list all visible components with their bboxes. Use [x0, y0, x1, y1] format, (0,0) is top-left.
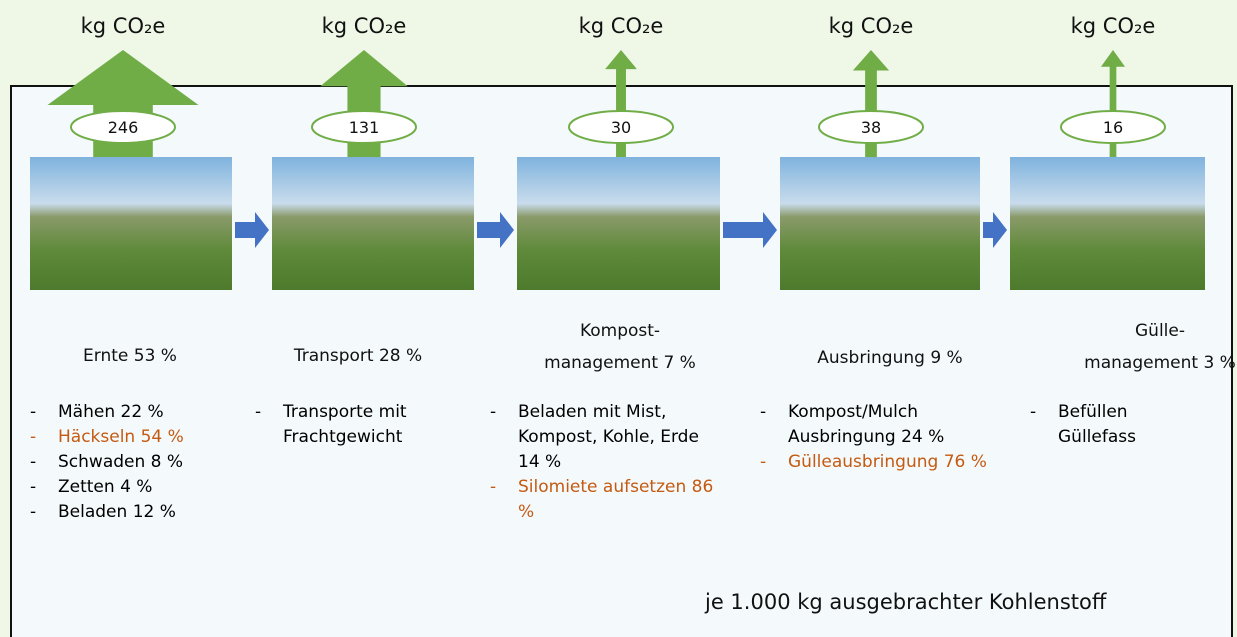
- unit-label: kg CO₂e: [791, 14, 951, 38]
- value-label: 30: [611, 118, 631, 137]
- list-item: Schwaden 8 %: [58, 450, 243, 475]
- title-line: Transport 28 %: [238, 340, 478, 372]
- list-item: Mähen 22 %: [58, 400, 243, 425]
- item-list: Kompost/Mulch Ausbringung 24 %Gülleausbr…: [788, 400, 1003, 475]
- photo: [272, 157, 474, 290]
- item-list: Beladen mit Mist, Kompost, Kohle, Erde 1…: [518, 400, 718, 525]
- item-list: Befüllen Güllefass: [1058, 400, 1198, 450]
- list-item: Befüllen Güllefass: [1058, 400, 1198, 450]
- value-label: 246: [108, 118, 139, 137]
- unit-label: kg CO₂e: [541, 14, 701, 38]
- stage-title: Kompost-management 7 %: [500, 315, 740, 379]
- value-label: 16: [1103, 118, 1123, 137]
- list-item: Beladen 12 %: [58, 500, 243, 525]
- list-item: Gülleausbringung 76 %: [788, 450, 1003, 475]
- item-list: Transporte mit Frachtgewicht: [283, 400, 458, 450]
- title-line: Kompost-: [500, 315, 740, 347]
- stage-title: Gülle-management 3 %: [1040, 315, 1237, 379]
- list-item: Transporte mit Frachtgewicht: [283, 400, 458, 450]
- photo: [517, 157, 720, 290]
- footer: je 1.000 kg ausgebrachter Kohlenstoff: [705, 590, 1106, 614]
- title-line: Ernte 53 %: [10, 340, 250, 372]
- unit-label: kg CO₂e: [43, 14, 203, 38]
- photo: [1010, 157, 1205, 290]
- value-label: 38: [861, 118, 881, 137]
- stage-title: Ausbringung 9 %: [770, 342, 1010, 374]
- flow-arrow: [983, 212, 1007, 248]
- flow-arrow: [477, 212, 514, 248]
- photo: [780, 157, 980, 290]
- list-item: Häckseln 54 %: [58, 425, 243, 450]
- item-list: Mähen 22 %Häckseln 54 %Schwaden 8 %Zette…: [58, 400, 243, 525]
- title-line: Gülle-: [1040, 315, 1237, 347]
- unit-label: kg CO₂e: [284, 14, 444, 38]
- stage-title: Transport 28 %: [238, 340, 478, 372]
- unit-label: kg CO₂e: [1033, 14, 1193, 38]
- list-item: Kompost/Mulch Ausbringung 24 %: [788, 400, 1003, 450]
- title-line: Ausbringung 9 %: [770, 342, 1010, 374]
- title-line: management 7 %: [500, 347, 740, 379]
- list-item: Zetten 4 %: [58, 475, 243, 500]
- photo: [30, 157, 232, 290]
- list-item: Beladen mit Mist, Kompost, Kohle, Erde 1…: [518, 400, 718, 475]
- stage-title: Ernte 53 %: [10, 340, 250, 372]
- flow-arrow: [235, 212, 269, 248]
- list-item: Silomiete aufsetzen 86 %: [518, 475, 718, 525]
- page: 246 131 30 38 16 je 1.000 kg ausgebrachter K…: [0, 0, 1237, 637]
- flow-arrow: [723, 212, 777, 248]
- title-line: management 3 %: [1040, 347, 1237, 379]
- value-label: 131: [349, 118, 380, 137]
